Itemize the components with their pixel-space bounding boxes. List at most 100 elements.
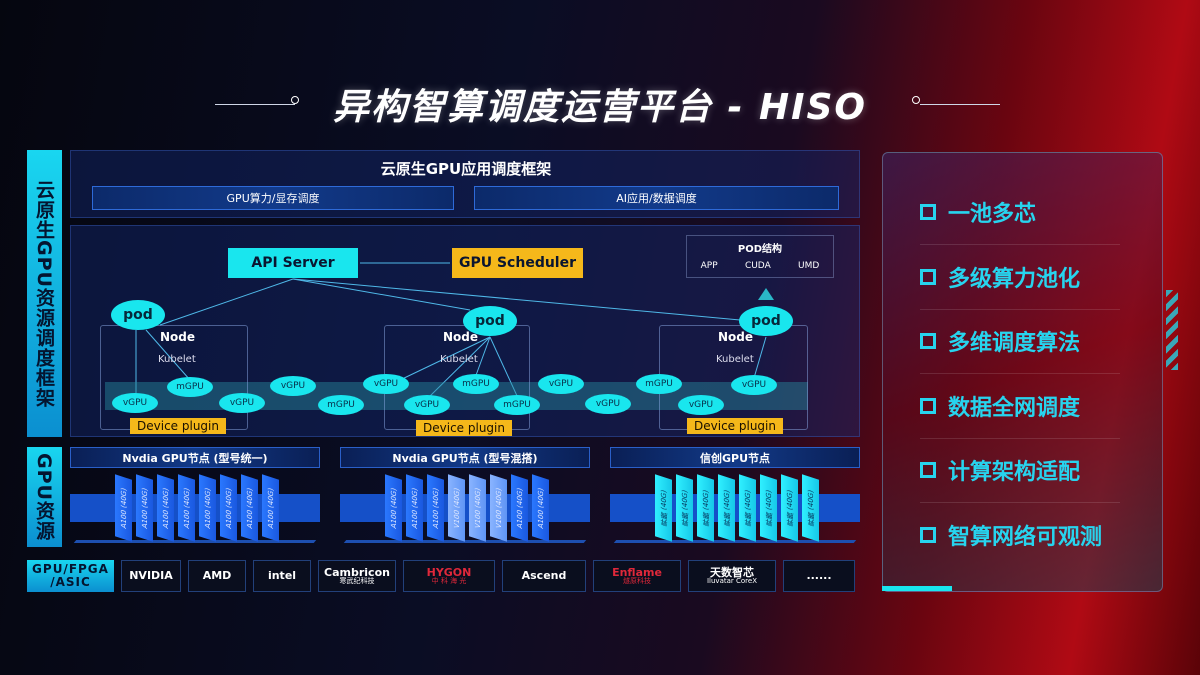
vendor-logo: Enflame 燧原科技 <box>593 560 681 592</box>
gpu-node-header: Nvdia GPU节点 (型号混搭) <box>340 447 590 468</box>
corner-decoration <box>882 586 952 591</box>
title-decoration-dot <box>291 96 299 104</box>
link-line <box>159 278 294 326</box>
gpu-chip-label: A100 (40G) <box>161 486 170 530</box>
gpu-node-base <box>70 494 320 522</box>
pod-structure-title: POD结构 <box>737 244 783 255</box>
gpu-ellipse: vGPU <box>538 374 584 394</box>
vendor-logo: Cambricon 寒武纪科技 <box>318 560 396 592</box>
gpu-chip: A100 (40G) <box>385 474 402 542</box>
vendor-logo: AMD <box>188 560 246 592</box>
link-line <box>145 329 191 381</box>
gpu-chip-label: 昇腾 (40G) <box>659 488 668 528</box>
pod-structure-item: UMD <box>798 261 820 271</box>
feature-label: 计算架构适配 <box>948 460 1081 485</box>
gpu-chip: A100 (40G) <box>262 474 279 542</box>
title-decoration-left <box>215 104 295 105</box>
gpu-chip: A100 (40G) <box>241 474 258 542</box>
gpu-ellipse: mGPU <box>636 374 682 394</box>
vendor-subtitle: Iluvatar CoreX <box>706 577 757 586</box>
gpu-node-header: Nvdia GPU节点 (型号统一) <box>70 447 320 468</box>
gpu-chip: A100 (40G) <box>406 474 423 542</box>
vendor-name: Enflame <box>612 565 662 579</box>
feature-item: 数据全网调度 <box>920 390 1080 422</box>
vendor-logo: NVIDIA <box>121 560 181 592</box>
feature-label: 数据全网调度 <box>948 395 1081 421</box>
app-layer-title: 云原生GPU应用调度框架 <box>380 160 552 178</box>
app-layer-item: GPU算力/显存调度 <box>92 186 454 210</box>
gpu-chip: A100 (40G) <box>157 474 174 542</box>
gpu-chip: 昇腾 (40G) <box>676 474 693 542</box>
pod-ellipse: pod <box>463 306 517 336</box>
gpu-chip-label: A100 (40G) <box>431 486 440 530</box>
node-label: Node <box>443 330 479 344</box>
feature-label: 多维调度算法 <box>948 331 1081 356</box>
vendor-name: HYGON <box>426 565 472 579</box>
checkbox-icon <box>920 204 936 220</box>
gpu-ellipse: mGPU <box>494 395 540 415</box>
vendor-logo: Ascend <box>502 560 586 592</box>
gpu-scheduler-box: GPU Scheduler <box>452 248 583 278</box>
gpu-chip-label: A100 (40G) <box>536 486 545 530</box>
page-title: 异构智算调度运营平台 - HISO <box>332 87 868 128</box>
link-line <box>474 336 491 379</box>
gpu-chip-label: A100 (40G) <box>515 486 524 530</box>
feature-label: 智算网络可观测 <box>948 524 1103 550</box>
gpu-chip: 昇腾 (40G) <box>781 474 798 542</box>
gpu-chip-label: 昇腾 (40G) <box>764 488 773 528</box>
resources-side-label: GPU资源 <box>27 447 62 547</box>
device-plugin-label: Device plugin <box>687 418 783 434</box>
gpu-node-platform <box>73 540 317 543</box>
gpu-chip-label: A100 (40G) <box>266 486 275 530</box>
gpu-chip-label: V100 (40G) <box>452 486 461 530</box>
gpu-chip: 昇腾 (40G) <box>760 474 777 542</box>
divider <box>920 437 1120 439</box>
link-line <box>753 336 767 379</box>
vendor-name: 天数智芯 <box>710 565 754 579</box>
stripe-decoration <box>1166 290 1178 370</box>
gpu-ellipse: mGPU <box>318 395 364 415</box>
vendor-name: AMD <box>202 569 232 583</box>
gpu-ellipse: vGPU <box>219 393 265 413</box>
vendor-logo: HYGON 中 科 海 光 <box>403 560 495 592</box>
pod-ellipse: pod <box>111 300 165 330</box>
gpu-chip-label: A100 (40G) <box>182 486 191 530</box>
gpu-ellipse: vGPU <box>270 376 316 396</box>
title-decoration-dot <box>912 96 920 104</box>
vendor-logo: intel <box>253 560 311 592</box>
gpu-chip-label: A100 (40G) <box>224 486 233 530</box>
link-line <box>292 278 741 321</box>
checkbox-icon <box>920 462 936 478</box>
gpu-chip-label: V100 (40G) <box>494 486 503 530</box>
gpu-chip: A100 (40G) <box>427 474 444 542</box>
gpu-chip: A100 (40G) <box>532 474 549 542</box>
vendor-logo: ...... <box>783 560 855 592</box>
feature-item: 多级算力池化 <box>920 261 1080 293</box>
gpu-ellipse: vGPU <box>112 393 158 413</box>
device-plugin-label: Device plugin <box>130 418 226 434</box>
pod-structure-item: APP <box>700 261 718 271</box>
gpu-chip: A100 (40G) <box>199 474 216 542</box>
gpu-node-base <box>340 494 590 522</box>
link-line <box>292 278 471 311</box>
gpu-chip: 昇腾 (40G) <box>718 474 735 542</box>
vendor-name: Cambricon <box>324 565 390 579</box>
checkbox-icon <box>920 268 936 285</box>
pod-ellipse: pod <box>739 306 793 336</box>
api-server-box: API Server <box>228 248 358 278</box>
checkbox-icon <box>920 526 936 543</box>
gpu-chip: V100 (40G) <box>448 474 465 542</box>
gpu-chip-label: 昇腾 (40G) <box>785 488 794 528</box>
gpu-chip-label: A100 (40G) <box>410 486 419 530</box>
vendor-subtitle: 燧原科技 <box>623 577 651 586</box>
gpu-chip: A100 (40G) <box>136 474 153 542</box>
divider <box>920 244 1120 245</box>
link-line <box>489 336 519 399</box>
gpu-chip: V100 (40G) <box>469 474 486 542</box>
feature-label: 多级算力池化 <box>948 266 1081 292</box>
gpu-ellipse: vGPU <box>731 375 777 395</box>
gpu-chip-label: A100 (40G) <box>203 486 212 530</box>
gpu-chip-label: 昇腾 (40G) <box>806 488 815 528</box>
title-decoration-right <box>920 104 1000 105</box>
